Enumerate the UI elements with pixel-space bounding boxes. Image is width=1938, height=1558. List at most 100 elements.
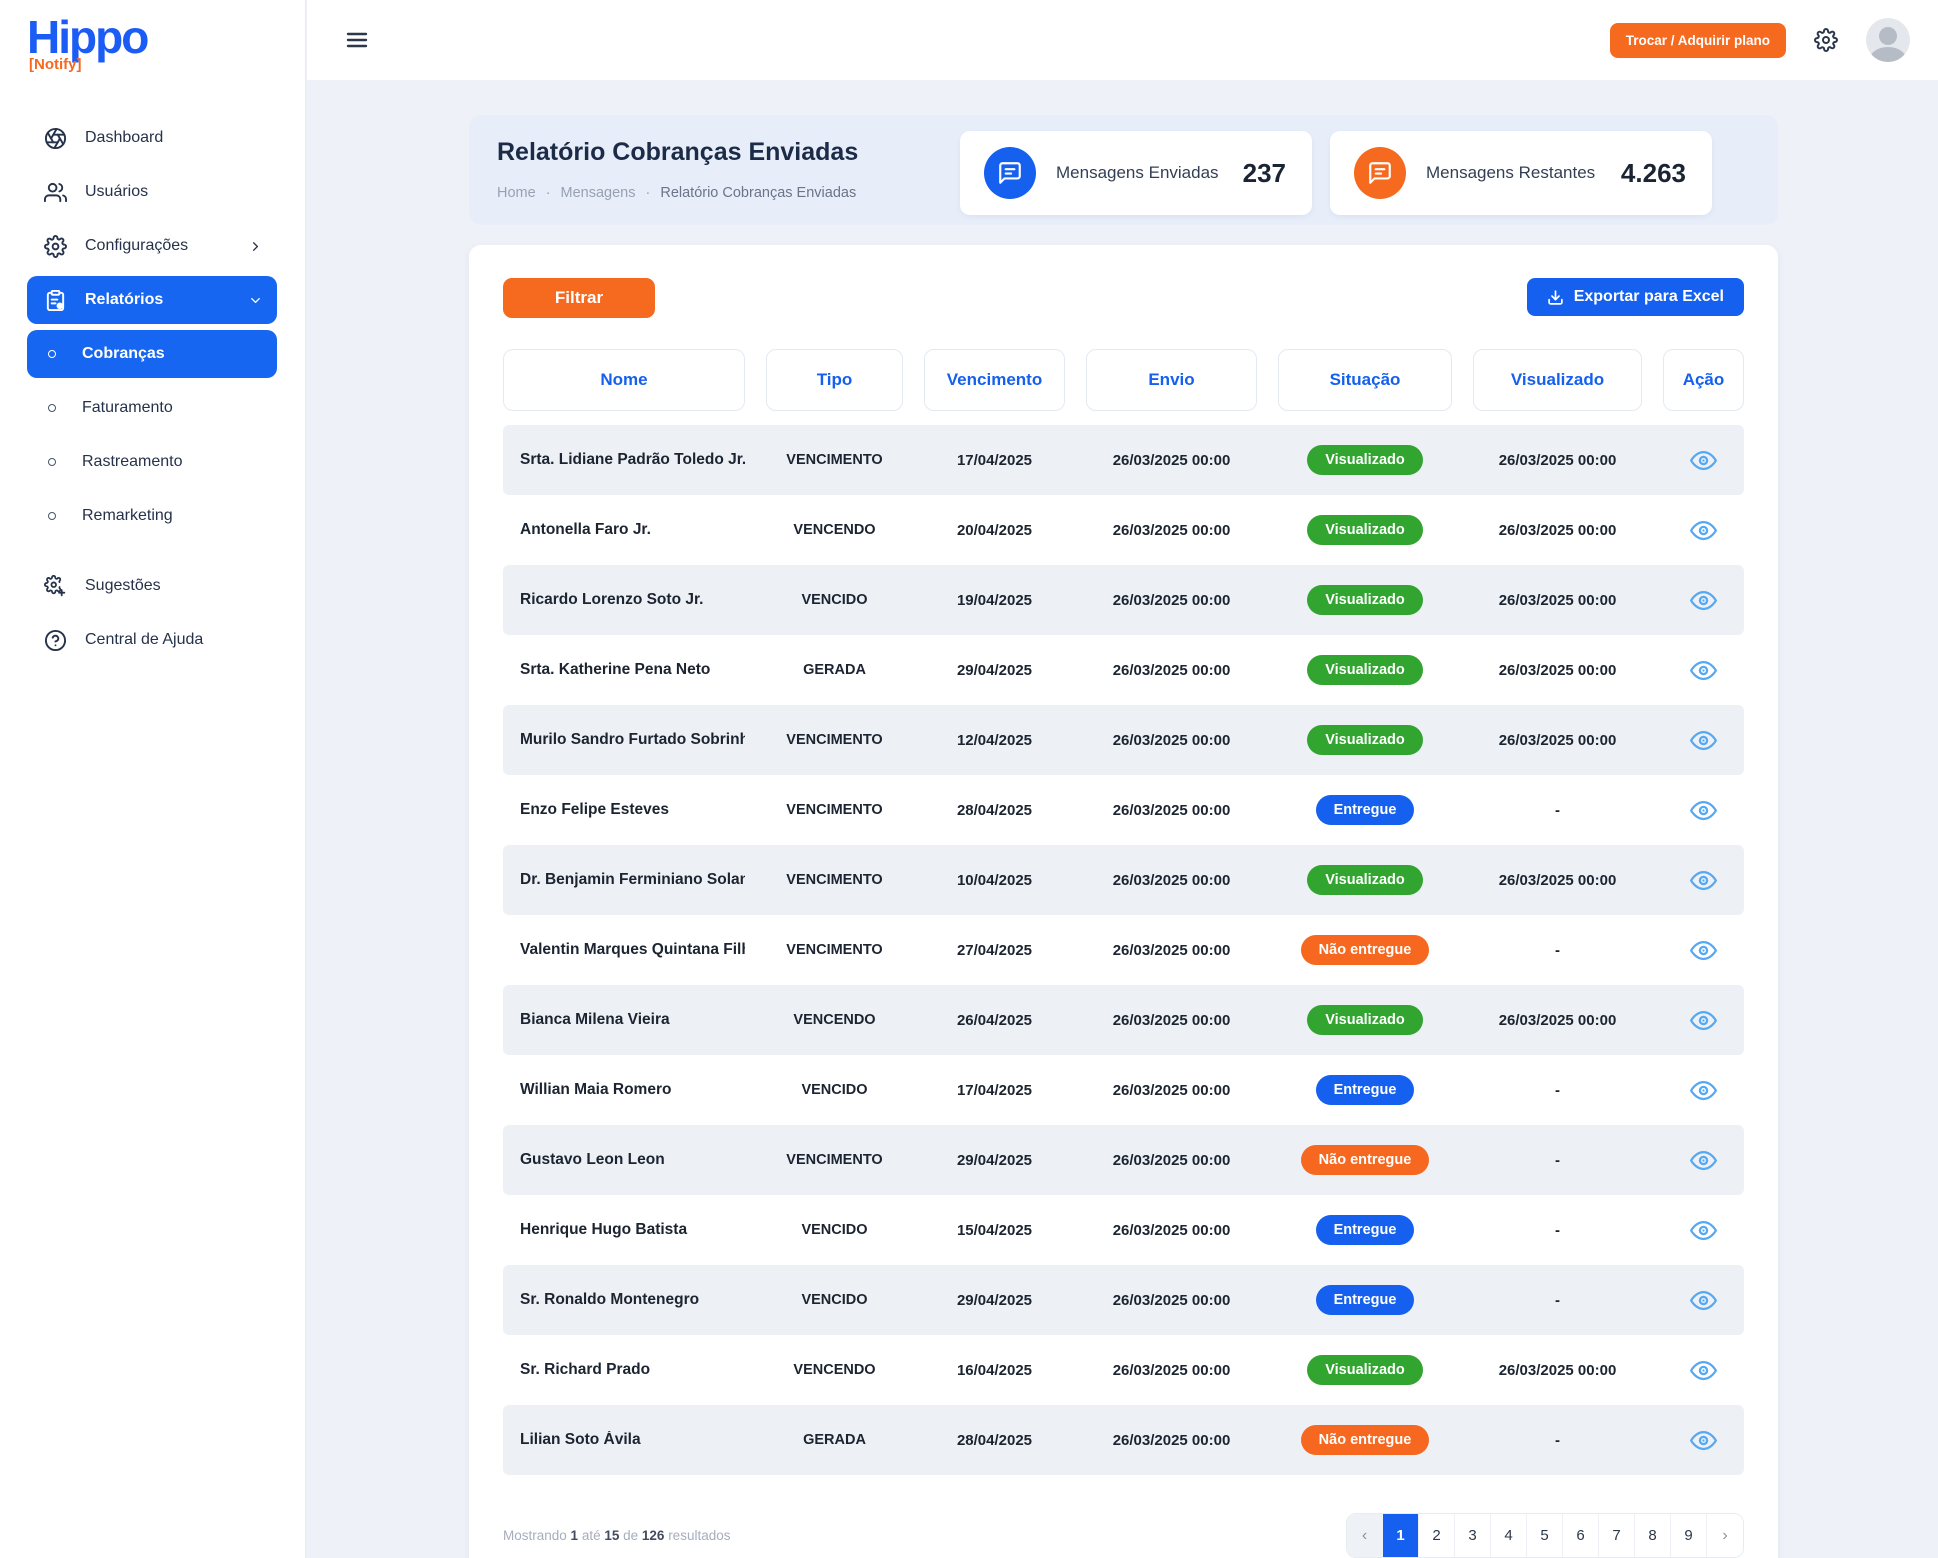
topbar: Trocar / Adquirir plano bbox=[307, 0, 1938, 80]
chat-icon bbox=[984, 147, 1036, 199]
sidebar-item-sugestoes[interactable]: Sugestões bbox=[27, 562, 277, 610]
column-header-situacao[interactable]: Situação bbox=[1278, 349, 1452, 411]
view-eye-icon[interactable] bbox=[1663, 1427, 1744, 1454]
sidebar-item-usuarios[interactable]: Usuários bbox=[27, 168, 277, 216]
view-eye-icon[interactable] bbox=[1663, 937, 1744, 964]
pagination: ‹ 1 2 3 4 5 6 7 8 9 › bbox=[1346, 1513, 1744, 1558]
cell-nome: Ricardo Lorenzo Soto Jr. bbox=[520, 591, 704, 608]
cell-tipo: VENCIMENTO bbox=[786, 872, 883, 888]
status-badge: Visualizado bbox=[1307, 865, 1423, 895]
pagination-page-8[interactable]: 8 bbox=[1635, 1514, 1671, 1557]
pagination-page-2[interactable]: 2 bbox=[1419, 1514, 1455, 1557]
column-header-envio[interactable]: Envio bbox=[1086, 349, 1257, 411]
column-header-tipo[interactable]: Tipo bbox=[766, 349, 903, 411]
settings-gear-icon[interactable] bbox=[1814, 28, 1838, 52]
chat-icon bbox=[1354, 147, 1406, 199]
sidebar-item-relatorios[interactable]: Relatórios bbox=[27, 276, 277, 324]
column-header-vencimento[interactable]: Vencimento bbox=[924, 349, 1065, 411]
view-eye-icon[interactable] bbox=[1663, 1147, 1744, 1174]
cell-envio: 26/03/2025 00:00 bbox=[1112, 1081, 1231, 1099]
pagination-page-3[interactable]: 3 bbox=[1455, 1514, 1491, 1557]
cell-vencimento: 19/04/2025 bbox=[956, 591, 1033, 609]
sidebar-item-label: Cobranças bbox=[82, 345, 165, 362]
cell-envio: 26/03/2025 00:00 bbox=[1112, 591, 1231, 609]
pagination-page-9[interactable]: 9 bbox=[1671, 1514, 1707, 1557]
table-row: Srta. Katherine Pena Neto GERADA 29/04/202… bbox=[503, 635, 1744, 705]
sidebar-item-cobrancas[interactable]: Cobranças bbox=[27, 330, 277, 378]
view-eye-icon[interactable] bbox=[1663, 1287, 1744, 1314]
pagination-page-1[interactable]: 1 bbox=[1383, 1514, 1419, 1557]
sidebar-item-label: Configurações bbox=[85, 237, 189, 254]
cell-vencimento: 26/04/2025 bbox=[956, 1011, 1033, 1029]
sidebar-item-dashboard[interactable]: Dashboard bbox=[27, 114, 277, 162]
filter-button[interactable]: Filtrar bbox=[503, 278, 655, 318]
cell-visualizado: 26/03/2025 00:00 bbox=[1498, 731, 1617, 749]
cell-tipo: VENCIDO bbox=[801, 1292, 868, 1308]
stat-card-messages-remaining: Mensagens Restantes 4.263 bbox=[1330, 131, 1712, 215]
cell-envio: 26/03/2025 00:00 bbox=[1112, 1361, 1231, 1379]
status-badge: Visualizado bbox=[1307, 655, 1423, 685]
chevron-down-icon bbox=[248, 293, 263, 308]
pagination-next-button[interactable]: › bbox=[1707, 1514, 1743, 1557]
view-eye-icon[interactable] bbox=[1663, 1007, 1744, 1034]
sidebar-item-remarketing[interactable]: Remarketing bbox=[27, 492, 277, 540]
breadcrumb-item[interactable]: Mensagens bbox=[560, 185, 636, 201]
results-summary: Mostrando 1 até 15 de 126 resultados bbox=[503, 1528, 731, 1543]
sidebar-item-label: Faturamento bbox=[82, 399, 173, 416]
export-excel-button[interactable]: Exportar para Excel bbox=[1526, 278, 1744, 316]
user-avatar[interactable] bbox=[1866, 18, 1910, 62]
table-row: Bianca Milena Vieira VENCENDO 26/04/2025 26… bbox=[503, 985, 1744, 1055]
cell-envio: 26/03/2025 00:00 bbox=[1112, 661, 1231, 679]
logo-subtext: [Notify] bbox=[29, 56, 82, 73]
view-eye-icon[interactable] bbox=[1663, 447, 1744, 474]
view-eye-icon[interactable] bbox=[1663, 517, 1744, 544]
cell-tipo: VENCIMENTO bbox=[786, 942, 883, 958]
view-eye-icon[interactable] bbox=[1663, 1077, 1744, 1104]
cell-vencimento: 15/04/2025 bbox=[956, 1221, 1033, 1239]
pagination-page-7[interactable]: 7 bbox=[1599, 1514, 1635, 1557]
logo-text: Hippo bbox=[27, 11, 149, 63]
table-row: Murilo Sandro Furtado Sobrinho VENCIMENTO… bbox=[503, 705, 1744, 775]
column-header-acao[interactable]: Ação bbox=[1663, 349, 1744, 411]
view-eye-icon[interactable] bbox=[1663, 1357, 1744, 1384]
view-eye-icon[interactable] bbox=[1663, 587, 1744, 614]
table-row: Enzo Felipe Esteves VENCIMENTO 28/04/2025 2… bbox=[503, 775, 1744, 845]
view-eye-icon[interactable] bbox=[1663, 867, 1744, 894]
cell-situacao: Visualizado bbox=[1278, 725, 1452, 755]
status-badge: Visualizado bbox=[1307, 515, 1423, 545]
sidebar-item-label: Usuários bbox=[85, 183, 149, 200]
hamburger-menu-icon[interactable] bbox=[345, 28, 369, 52]
view-eye-icon[interactable] bbox=[1663, 727, 1744, 754]
cell-tipo: VENCENDO bbox=[793, 522, 876, 538]
sidebar-item-faturamento[interactable]: Faturamento bbox=[27, 384, 277, 432]
sidebar-item-rastreamento[interactable]: Rastreamento bbox=[27, 438, 277, 486]
sidebar-item-central-ajuda[interactable]: Central de Ajuda bbox=[27, 616, 277, 664]
cell-tipo: VENCENDO bbox=[793, 1362, 876, 1378]
cell-nome: Henrique Hugo Batista bbox=[520, 1221, 688, 1238]
cell-vencimento: 20/04/2025 bbox=[956, 521, 1033, 539]
cell-tipo: GERADA bbox=[803, 662, 866, 678]
pagination-page-4[interactable]: 4 bbox=[1491, 1514, 1527, 1557]
stat-value: 237 bbox=[1242, 157, 1286, 188]
breadcrumb-item[interactable]: Home bbox=[497, 185, 536, 201]
cell-tipo: VENCIMENTO bbox=[786, 1152, 883, 1168]
column-header-visualizado[interactable]: Visualizado bbox=[1473, 349, 1642, 411]
column-header-nome[interactable]: Nome bbox=[503, 349, 745, 411]
table-row: Sr. Ronaldo Montenegro VENCIDO 29/04/2025 2… bbox=[503, 1265, 1744, 1335]
cell-situacao: Entregue bbox=[1278, 795, 1452, 825]
gear-icon bbox=[44, 234, 67, 258]
view-eye-icon[interactable] bbox=[1663, 657, 1744, 684]
cell-envio: 26/03/2025 00:00 bbox=[1112, 1291, 1231, 1309]
cell-tipo: VENCIMENTO bbox=[786, 802, 883, 818]
breadcrumb-separator: · bbox=[545, 185, 551, 201]
pagination-prev-button[interactable]: ‹ bbox=[1347, 1514, 1383, 1557]
cell-tipo: VENCIMENTO bbox=[786, 732, 883, 748]
pagination-page-6[interactable]: 6 bbox=[1563, 1514, 1599, 1557]
sidebar-item-configuracoes[interactable]: Configurações bbox=[27, 222, 277, 270]
view-eye-icon[interactable] bbox=[1663, 797, 1744, 824]
pagination-page-5[interactable]: 5 bbox=[1527, 1514, 1563, 1557]
view-eye-icon[interactable] bbox=[1663, 1217, 1744, 1244]
change-plan-button[interactable]: Trocar / Adquirir plano bbox=[1609, 22, 1786, 58]
cell-tipo: GERADA bbox=[803, 1432, 866, 1448]
sidebar-menu: Dashboard Usuários Configurações Relatórios… bbox=[0, 114, 305, 664]
